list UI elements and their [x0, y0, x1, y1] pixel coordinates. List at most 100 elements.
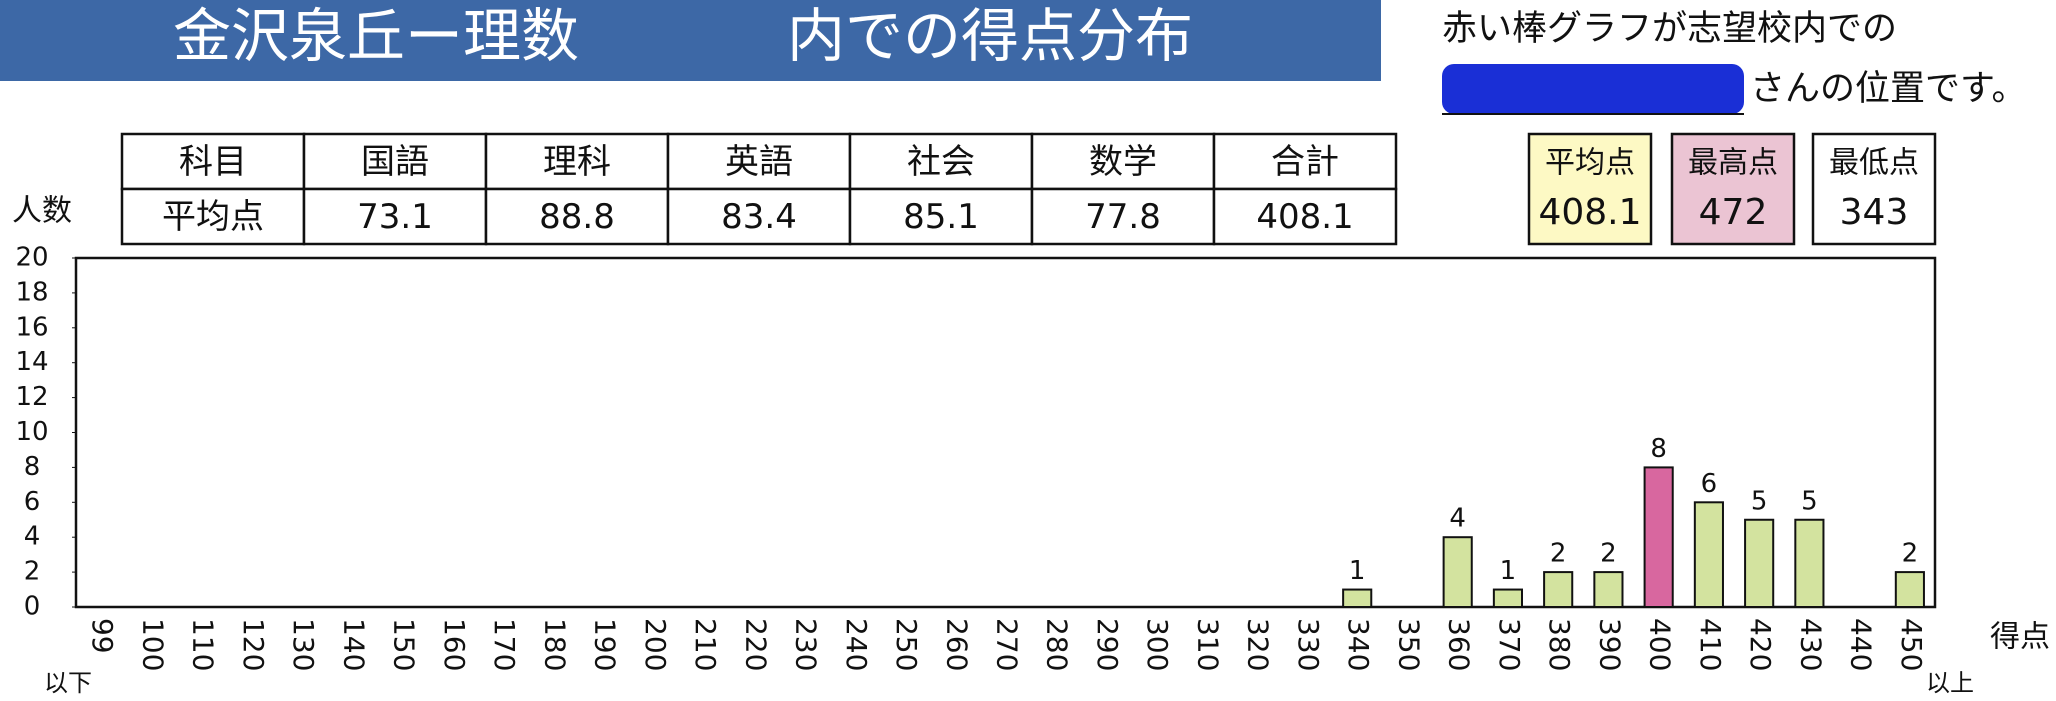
x-tick-label: 160	[438, 618, 471, 671]
summary-label: 平均点	[1545, 146, 1635, 181]
data-label: 8	[1650, 434, 1667, 464]
cell-text: 83.4	[721, 197, 797, 237]
x-tick-label: 330	[1292, 618, 1325, 671]
x-tick-label: 390	[1593, 618, 1626, 671]
summary-label: 最高点	[1688, 146, 1778, 181]
y-tick-label: 16	[15, 312, 48, 342]
cell-text: 408.1	[1256, 197, 1353, 237]
x-tick-label: 100	[136, 618, 169, 671]
x-note: 以上	[1926, 669, 1974, 697]
data-label: 2	[1600, 539, 1617, 569]
x-tick-label: 250	[890, 618, 923, 671]
x-note: 以下	[44, 669, 92, 697]
summary-box	[1670, 132, 1796, 246]
table-cell	[120, 132, 306, 191]
data-label: 5	[1751, 486, 1768, 516]
x-tick-label: 310	[1191, 618, 1224, 671]
y-tick-label: 6	[24, 487, 41, 517]
cell-text: 科目	[179, 142, 247, 182]
x-tick-label: 110	[187, 618, 220, 671]
cell-text: 77.8	[1085, 197, 1161, 237]
x-tick-label: 130	[287, 618, 320, 671]
y-tick-label: 12	[15, 382, 48, 412]
cell-text: 73.1	[357, 197, 433, 237]
cell-text: 数学	[1089, 142, 1157, 182]
redaction	[1442, 64, 1744, 114]
cell-text: 理科	[543, 142, 611, 182]
data-label: 1	[1349, 556, 1366, 586]
x-tick-label: 410	[1694, 618, 1727, 671]
x-tick-label: 270	[991, 618, 1024, 671]
data-label: 2	[1550, 539, 1567, 569]
x-tick-label: 400	[1644, 618, 1677, 671]
cell-text: 国語	[361, 142, 429, 182]
bar	[1593, 571, 1624, 608]
summary-value: 472	[1699, 192, 1768, 233]
title-banner	[0, 0, 1381, 81]
note-line: さんの位置です。	[1750, 69, 2027, 109]
x-tick-label: 140	[337, 618, 370, 671]
bar	[1744, 518, 1775, 608]
x-tick-label: 190	[589, 618, 622, 671]
note-line: 赤い棒グラフが志望校内での	[1442, 9, 1897, 49]
y-tick-label: 14	[15, 347, 48, 377]
summary-value: 343	[1840, 192, 1909, 233]
data-label: 1	[1500, 556, 1517, 586]
data-label: 4	[1449, 504, 1466, 534]
cell-text: 85.1	[903, 197, 979, 237]
y-tick-label: 4	[24, 522, 41, 552]
x-tick-label: 99	[86, 618, 119, 654]
table-cell	[1212, 187, 1398, 246]
x-tick-label: 240	[840, 618, 873, 671]
cell-text: 合計	[1271, 142, 1339, 182]
x-tick-label: 120	[237, 618, 270, 671]
y-tick-label: 0	[24, 592, 41, 622]
y-tick-label: 2	[24, 557, 41, 587]
summary-value: 408.1	[1538, 192, 1641, 233]
x-tick-label: 280	[1041, 618, 1074, 671]
x-tick-label: 350	[1392, 618, 1425, 671]
title-part: 内での得点分布	[787, 2, 1193, 70]
bar	[1894, 571, 1925, 608]
bar	[1543, 571, 1574, 608]
x-tick-label: 450	[1895, 618, 1928, 671]
summary-box	[1527, 132, 1653, 246]
x-tick-label: 170	[488, 618, 521, 671]
summary-box	[1811, 132, 1937, 246]
table-cell	[1030, 187, 1216, 246]
table-cell	[848, 187, 1034, 246]
table-cell	[484, 187, 670, 246]
x-tick-label: 440	[1845, 618, 1878, 671]
x-tick-label: 180	[538, 618, 571, 671]
x-tick-label: 360	[1443, 618, 1476, 671]
x-tick-label: 210	[689, 618, 722, 671]
x-tick-label: 340	[1342, 618, 1375, 671]
data-label: 2	[1902, 539, 1919, 569]
x-tick-label: 430	[1794, 618, 1827, 671]
table-cell	[1212, 132, 1398, 191]
bar	[1442, 536, 1473, 609]
data-label: 6	[1701, 469, 1718, 499]
y-tick-label: 18	[15, 277, 48, 307]
x-tick-label: 420	[1744, 618, 1777, 671]
x-tick-label: 260	[940, 618, 973, 671]
x-axis-label: 得点	[1990, 620, 2050, 655]
bar	[1693, 501, 1724, 608]
data-label: 5	[1801, 486, 1818, 516]
cell-text: 88.8	[539, 197, 615, 237]
bar	[1794, 518, 1825, 608]
x-tick-label: 200	[639, 618, 672, 671]
x-tick-label: 230	[790, 618, 823, 671]
x-tick-label: 220	[739, 618, 772, 671]
bar	[1342, 588, 1373, 608]
x-tick-label: 380	[1543, 618, 1576, 671]
summary-label: 最低点	[1829, 146, 1919, 181]
x-tick-label: 320	[1242, 618, 1275, 671]
y-tick-label: 20	[15, 243, 48, 273]
table-cell	[120, 187, 306, 246]
x-tick-label: 290	[1091, 618, 1124, 671]
cell-text: 社会	[907, 142, 975, 182]
bar	[1492, 588, 1524, 608]
table-cell	[302, 187, 488, 246]
y-tick-label: 8	[24, 452, 41, 482]
